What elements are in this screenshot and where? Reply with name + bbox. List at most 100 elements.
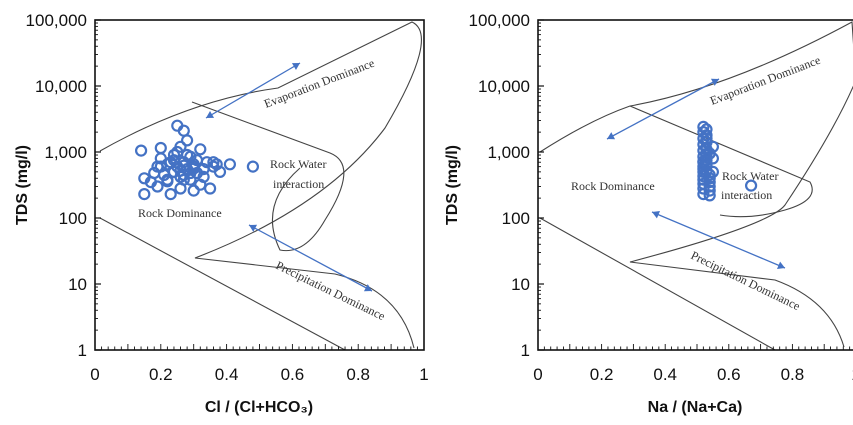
x-axis-title: Na / (Na+Ca) xyxy=(648,399,743,416)
data-points xyxy=(697,120,758,202)
data-point xyxy=(213,165,227,178)
y-ticks: 1 10 100 1,000 10,000 100,000 xyxy=(26,11,101,360)
data-point xyxy=(167,154,181,167)
data-point xyxy=(697,155,710,168)
annotations: Evaporation Dominance Rock Water interac… xyxy=(571,53,822,313)
data-point xyxy=(703,147,716,160)
y-tick-label: 10 xyxy=(68,275,87,294)
boundary-curve-1 xyxy=(539,217,776,351)
x-tick-label: 1 xyxy=(419,365,428,384)
y-axis-title: TDS (mg/l) xyxy=(444,145,461,225)
x-tick-label: 0 xyxy=(533,365,542,384)
annotation-evaporation: Evaporation Dominance xyxy=(262,56,376,111)
data-point xyxy=(177,173,190,186)
annotation-rock-water-line1: Rock Water xyxy=(722,169,778,183)
data-point xyxy=(703,172,716,185)
double-arrow-0 xyxy=(606,78,720,140)
boundary-curve-0 xyxy=(539,21,853,348)
data-points xyxy=(135,119,259,201)
annotation-rock-water-line1: Rock Water xyxy=(270,157,326,171)
boundary-curve-0 xyxy=(99,21,422,349)
y-tick-label: 1 xyxy=(521,341,530,360)
y-tick-label: 100,000 xyxy=(469,11,530,30)
annotation-rock-dominance: Rock Dominance xyxy=(571,179,655,193)
y-tick-label: 1,000 xyxy=(487,143,530,162)
data-point xyxy=(223,158,236,171)
data-point xyxy=(194,143,207,156)
annotation-rock-water-line2: interaction xyxy=(721,188,772,202)
data-point xyxy=(154,141,167,155)
x-tick-label: 0.4 xyxy=(215,365,239,384)
annotation-precipitation: Precipitation Dominance xyxy=(689,248,803,313)
x-tick-label: 0.2 xyxy=(590,365,614,384)
data-point xyxy=(745,179,758,192)
data-point xyxy=(703,180,716,193)
y-tick-label: 10,000 xyxy=(478,77,530,96)
arrow-head xyxy=(249,224,258,232)
x-ticks: 0 0.2 0.4 0.6 0.8 1 xyxy=(90,344,429,384)
arrow-head xyxy=(652,211,661,219)
arrow-shaft xyxy=(651,211,786,269)
arrow-shaft xyxy=(205,62,301,119)
y-ticks: 1 10 100 1,000 10,000 100,000 xyxy=(469,11,544,360)
boundary-lines xyxy=(539,21,853,351)
data-point xyxy=(703,176,716,189)
data-point xyxy=(161,175,174,188)
x-tick-label: 0 xyxy=(90,365,99,384)
x-tick-label: 0.8 xyxy=(781,365,805,384)
double-arrow-0 xyxy=(205,62,301,119)
data-point xyxy=(697,188,710,201)
double-arrow-1 xyxy=(651,211,786,269)
arrow-shaft xyxy=(606,78,720,140)
arrow-head xyxy=(776,261,785,269)
double-arrow-1 xyxy=(248,224,373,292)
data-point xyxy=(187,184,200,197)
data-point xyxy=(151,180,164,193)
x-ticks: 0 0.2 0.4 0.6 0.8 1 xyxy=(533,344,853,384)
data-point xyxy=(154,160,167,173)
x-tick-label: 0.2 xyxy=(149,365,173,384)
y-tick-label: 10,000 xyxy=(35,77,87,96)
arrow-head xyxy=(710,78,719,86)
annotation-rock-water-line2: interaction xyxy=(273,177,324,191)
data-point xyxy=(703,189,716,202)
data-point xyxy=(135,144,148,157)
y-tick-label: 100,000 xyxy=(26,11,87,30)
arrow-head xyxy=(291,63,300,70)
chart-left: Evaporation Dominance Rock Water interac… xyxy=(14,11,429,416)
x-tick-label: 0.4 xyxy=(653,365,677,384)
chart-right: Evaporation Dominance Rock Water interac… xyxy=(444,11,853,416)
data-point xyxy=(700,132,713,145)
arrow-shaft xyxy=(248,224,373,292)
arrow-head xyxy=(607,132,616,140)
boundary-curve-2 xyxy=(191,101,345,252)
y-tick-label: 1 xyxy=(78,341,87,360)
data-point xyxy=(703,184,716,197)
x-tick-label: 0.6 xyxy=(717,365,741,384)
x-tick-label: 0.8 xyxy=(346,365,370,384)
x-axis-title: Cl / (Cl+HCO₃) xyxy=(205,399,313,416)
annotation-rock-dominance: Rock Dominance xyxy=(138,206,222,220)
y-tick-label: 1,000 xyxy=(44,143,87,162)
data-point xyxy=(697,163,710,176)
arrow-head xyxy=(206,111,215,118)
data-point xyxy=(181,134,194,147)
data-point xyxy=(167,148,181,162)
y-tick-label: 10 xyxy=(511,275,530,294)
y-axis-title: TDS (mg/l) xyxy=(14,145,31,225)
boundary-curve-1 xyxy=(99,217,346,351)
x-tick-label: 0.6 xyxy=(281,365,305,384)
data-point xyxy=(697,126,710,139)
y-tick-label: 100 xyxy=(502,209,530,228)
data-point xyxy=(706,140,719,153)
x-tick-label: 1 xyxy=(851,365,853,384)
data-point xyxy=(174,170,187,183)
data-point xyxy=(164,188,177,201)
boundary-lines xyxy=(99,21,422,351)
arrows xyxy=(205,62,373,292)
arrows xyxy=(606,78,786,269)
arrow-head xyxy=(363,284,372,292)
data-point xyxy=(194,178,207,191)
data-point xyxy=(204,182,217,195)
data-point xyxy=(138,188,151,201)
